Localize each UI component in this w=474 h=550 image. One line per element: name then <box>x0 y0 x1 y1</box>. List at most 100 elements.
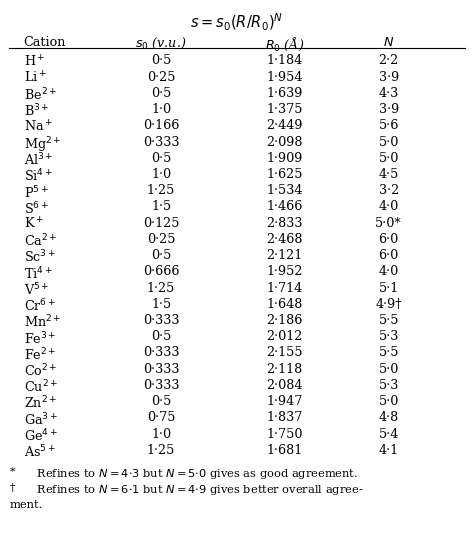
Text: 1·25: 1·25 <box>147 184 175 197</box>
Text: 5·4: 5·4 <box>379 427 399 441</box>
Text: Cu$^{2+}$: Cu$^{2+}$ <box>24 379 58 395</box>
Text: 1·466: 1·466 <box>266 200 302 213</box>
Text: $R_0$ (Å): $R_0$ (Å) <box>264 36 304 53</box>
Text: *: * <box>9 466 15 477</box>
Text: 0·5: 0·5 <box>151 330 171 343</box>
Text: 0·5: 0·5 <box>151 395 171 408</box>
Text: 2·833: 2·833 <box>266 217 303 230</box>
Text: 1·25: 1·25 <box>147 444 175 457</box>
Text: S$^{6+}$: S$^{6+}$ <box>24 200 48 217</box>
Text: 1·714: 1·714 <box>266 282 302 295</box>
Text: 4·3: 4·3 <box>379 87 399 100</box>
Text: 4·9†: 4·9† <box>375 298 402 311</box>
Text: 0·333: 0·333 <box>143 362 180 376</box>
Text: 5·0: 5·0 <box>379 395 399 408</box>
Text: 6·0: 6·0 <box>379 249 399 262</box>
Text: Fe$^{2+}$: Fe$^{2+}$ <box>24 346 56 363</box>
Text: 5·5: 5·5 <box>378 346 399 360</box>
Text: Al$^{3+}$: Al$^{3+}$ <box>24 152 53 168</box>
Text: ment.: ment. <box>9 499 43 510</box>
Text: 4·8: 4·8 <box>379 411 399 425</box>
Text: 2·449: 2·449 <box>266 119 303 133</box>
Text: 1·909: 1·909 <box>266 152 302 165</box>
Text: Si$^{4+}$: Si$^{4+}$ <box>24 168 53 185</box>
Text: 0·666: 0·666 <box>143 265 180 278</box>
Text: Ti$^{4+}$: Ti$^{4+}$ <box>24 265 53 282</box>
Text: 2·098: 2·098 <box>266 135 303 149</box>
Text: $s = s_0(R/R_0)^{N}$: $s = s_0(R/R_0)^{N}$ <box>191 12 283 33</box>
Text: 4·0: 4·0 <box>379 265 399 278</box>
Text: 1·639: 1·639 <box>266 87 302 100</box>
Text: Refines to $N=6{\cdot}1$ but $N=4{\cdot}9$ gives better overall agree-: Refines to $N=6{\cdot}1$ but $N=4{\cdot}… <box>33 483 364 497</box>
Text: 2·468: 2·468 <box>266 233 303 246</box>
Text: 5·3: 5·3 <box>379 379 399 392</box>
Text: 2·118: 2·118 <box>266 362 302 376</box>
Text: 1·681: 1·681 <box>266 444 302 457</box>
Text: Ge$^{4+}$: Ge$^{4+}$ <box>24 427 57 444</box>
Text: 0·333: 0·333 <box>143 346 180 360</box>
Text: 1·952: 1·952 <box>266 265 303 278</box>
Text: 0·333: 0·333 <box>143 314 180 327</box>
Text: Fe$^{3+}$: Fe$^{3+}$ <box>24 330 56 347</box>
Text: 5·0: 5·0 <box>379 152 399 165</box>
Text: 2·121: 2·121 <box>266 249 302 262</box>
Text: 1·5: 1·5 <box>151 298 171 311</box>
Text: 4·1: 4·1 <box>379 444 399 457</box>
Text: 5·0: 5·0 <box>379 362 399 376</box>
Text: 2·186: 2·186 <box>266 314 302 327</box>
Text: Mn$^{2+}$: Mn$^{2+}$ <box>24 314 61 331</box>
Text: 1·0: 1·0 <box>151 103 171 116</box>
Text: Cr$^{6+}$: Cr$^{6+}$ <box>24 298 55 315</box>
Text: 0·25: 0·25 <box>147 70 175 84</box>
Text: 4·5: 4·5 <box>379 168 399 181</box>
Text: 0·5: 0·5 <box>151 152 171 165</box>
Text: 1·750: 1·750 <box>266 427 303 441</box>
Text: 0·75: 0·75 <box>147 411 175 425</box>
Text: 0·125: 0·125 <box>143 217 180 230</box>
Text: 2·155: 2·155 <box>266 346 303 360</box>
Text: 3·9: 3·9 <box>379 70 399 84</box>
Text: 1·25: 1·25 <box>147 282 175 295</box>
Text: 5·6: 5·6 <box>379 119 399 133</box>
Text: H$^+$: H$^+$ <box>24 54 45 70</box>
Text: 1·5: 1·5 <box>151 200 171 213</box>
Text: Na$^+$: Na$^+$ <box>24 119 53 135</box>
Text: 3·9: 3·9 <box>379 103 399 116</box>
Text: Cation: Cation <box>24 36 66 49</box>
Text: As$^{5+}$: As$^{5+}$ <box>24 444 55 460</box>
Text: B$^{3+}$: B$^{3+}$ <box>24 103 49 120</box>
Text: $s_0$ (v.u.): $s_0$ (v.u.) <box>136 36 187 51</box>
Text: Zn$^{2+}$: Zn$^{2+}$ <box>24 395 57 412</box>
Text: 2·084: 2·084 <box>266 379 303 392</box>
Text: 1·837: 1·837 <box>266 411 302 425</box>
Text: 1·954: 1·954 <box>266 70 303 84</box>
Text: Li$^+$: Li$^+$ <box>24 70 46 86</box>
Text: 5·5: 5·5 <box>378 314 399 327</box>
Text: 5·3: 5·3 <box>379 330 399 343</box>
Text: 1·648: 1·648 <box>266 298 302 311</box>
Text: 0·5: 0·5 <box>151 249 171 262</box>
Text: †: † <box>9 483 15 493</box>
Text: 1·947: 1·947 <box>266 395 302 408</box>
Text: 0·5: 0·5 <box>151 87 171 100</box>
Text: 1·0: 1·0 <box>151 168 171 181</box>
Text: 1·0: 1·0 <box>151 427 171 441</box>
Text: Be$^{2+}$: Be$^{2+}$ <box>24 87 57 103</box>
Text: 0·25: 0·25 <box>147 233 175 246</box>
Text: 4·0: 4·0 <box>379 200 399 213</box>
Text: Ga$^{3+}$: Ga$^{3+}$ <box>24 411 58 428</box>
Text: V$^{5+}$: V$^{5+}$ <box>24 282 49 298</box>
Text: 5·0*: 5·0* <box>375 217 402 230</box>
Text: Co$^{2+}$: Co$^{2+}$ <box>24 362 57 379</box>
Text: K$^+$: K$^+$ <box>24 217 44 232</box>
Text: P$^{5+}$: P$^{5+}$ <box>24 184 48 201</box>
Text: 0·166: 0·166 <box>143 119 179 133</box>
Text: 0·333: 0·333 <box>143 379 180 392</box>
Text: Sc$^{3+}$: Sc$^{3+}$ <box>24 249 55 266</box>
Text: 5·0: 5·0 <box>379 135 399 149</box>
Text: 0·333: 0·333 <box>143 135 180 149</box>
Text: 2·2: 2·2 <box>379 54 399 68</box>
Text: 1·184: 1·184 <box>266 54 302 68</box>
Text: 6·0: 6·0 <box>379 233 399 246</box>
Text: 5·1: 5·1 <box>379 282 399 295</box>
